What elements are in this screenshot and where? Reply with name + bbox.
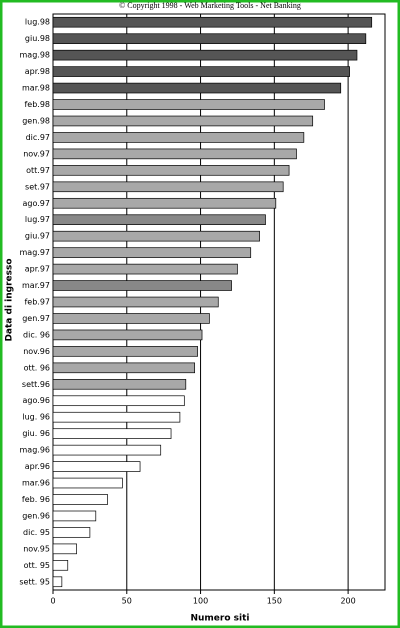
bar xyxy=(52,346,198,357)
y-tick-label: feb.98 xyxy=(24,100,50,109)
y-tick-label: feb. 96 xyxy=(22,495,50,504)
y-tick-label: set.97 xyxy=(25,182,50,191)
y-tick-label: mar.96 xyxy=(22,479,50,488)
bar xyxy=(52,197,277,209)
bar xyxy=(52,362,196,374)
x-tick-label: 200 xyxy=(340,597,355,606)
x-tick-label: 0 xyxy=(50,597,55,606)
bar xyxy=(52,395,185,407)
x-axis-title: Numero siti xyxy=(190,614,249,624)
bar xyxy=(52,181,284,193)
bar xyxy=(52,378,187,390)
bar xyxy=(52,132,305,143)
x-tick-label: 150 xyxy=(267,597,282,606)
bar xyxy=(52,115,314,127)
x-tick-label: 100 xyxy=(193,597,208,606)
bar xyxy=(52,214,266,226)
bar xyxy=(52,99,325,110)
chart-title: © Copyright 1998 - Web Marketing Tools -… xyxy=(119,1,301,10)
y-tick-label: ago.96 xyxy=(23,396,50,405)
y-tick-label: giu.98 xyxy=(25,34,50,43)
bar xyxy=(52,230,260,242)
bar xyxy=(52,477,123,489)
y-tick-label: nov.96 xyxy=(23,347,50,356)
y-tick-label: sett. 95 xyxy=(19,577,50,586)
y-tick-label: ago.97 xyxy=(23,199,50,208)
bar xyxy=(52,329,203,341)
y-tick-label: ott. 96 xyxy=(24,363,50,372)
y-tick-label: dic. 96 xyxy=(23,330,50,339)
y-tick-label: gen.98 xyxy=(22,116,50,125)
y-tick-label: apr.96 xyxy=(25,462,50,471)
y-tick-label: sett.96 xyxy=(22,380,50,389)
bar xyxy=(52,560,69,571)
bar xyxy=(52,247,252,258)
bar xyxy=(52,165,290,176)
y-tick-label: nov.95 xyxy=(23,544,50,553)
y-tick-label: mag.97 xyxy=(20,248,51,257)
bar xyxy=(52,428,172,439)
y-tick-label: nov.97 xyxy=(23,149,50,158)
bar xyxy=(52,510,97,522)
y-tick-label: lug.98 xyxy=(25,18,50,27)
y-tick-label: giu.97 xyxy=(25,232,50,241)
bar xyxy=(52,527,91,538)
y-tick-label: mar.98 xyxy=(22,84,50,93)
bar xyxy=(52,280,232,291)
y-axis-title: Data di ingresso xyxy=(5,258,15,341)
bar xyxy=(52,66,350,77)
bar xyxy=(52,263,238,275)
bar xyxy=(52,461,141,472)
y-tick-label: lug. 96 xyxy=(22,413,50,422)
bar xyxy=(52,33,367,44)
y-tick-label: gen.97 xyxy=(22,314,50,323)
y-tick-label: apr.98 xyxy=(25,67,50,76)
y-tick-label: dic. 95 xyxy=(23,528,50,537)
bar xyxy=(52,296,219,308)
bar xyxy=(52,148,297,160)
y-tick-label: mag.98 xyxy=(20,51,51,60)
bar xyxy=(52,444,162,456)
y-tick-label: gen.96 xyxy=(22,511,50,520)
y-tick-label: mar.97 xyxy=(22,281,50,290)
y-tick-label: apr.97 xyxy=(25,265,50,274)
bar xyxy=(52,313,210,324)
y-tick-label: feb.97 xyxy=(24,298,50,307)
y-tick-label: giu. 96 xyxy=(22,429,50,438)
bar xyxy=(52,49,358,61)
bar xyxy=(52,543,77,555)
bar xyxy=(52,16,373,28)
bar xyxy=(52,494,108,505)
bar xyxy=(52,411,181,423)
y-tick-label: mag.96 xyxy=(20,446,51,455)
y-tick-label: ott.97 xyxy=(26,166,50,175)
x-tick-label: 50 xyxy=(122,597,132,606)
y-tick-label: lug.97 xyxy=(25,215,50,224)
bar xyxy=(52,82,342,94)
y-tick-label: ott. 95 xyxy=(24,561,50,570)
bar xyxy=(52,576,63,588)
y-tick-label: dic.97 xyxy=(26,133,50,142)
